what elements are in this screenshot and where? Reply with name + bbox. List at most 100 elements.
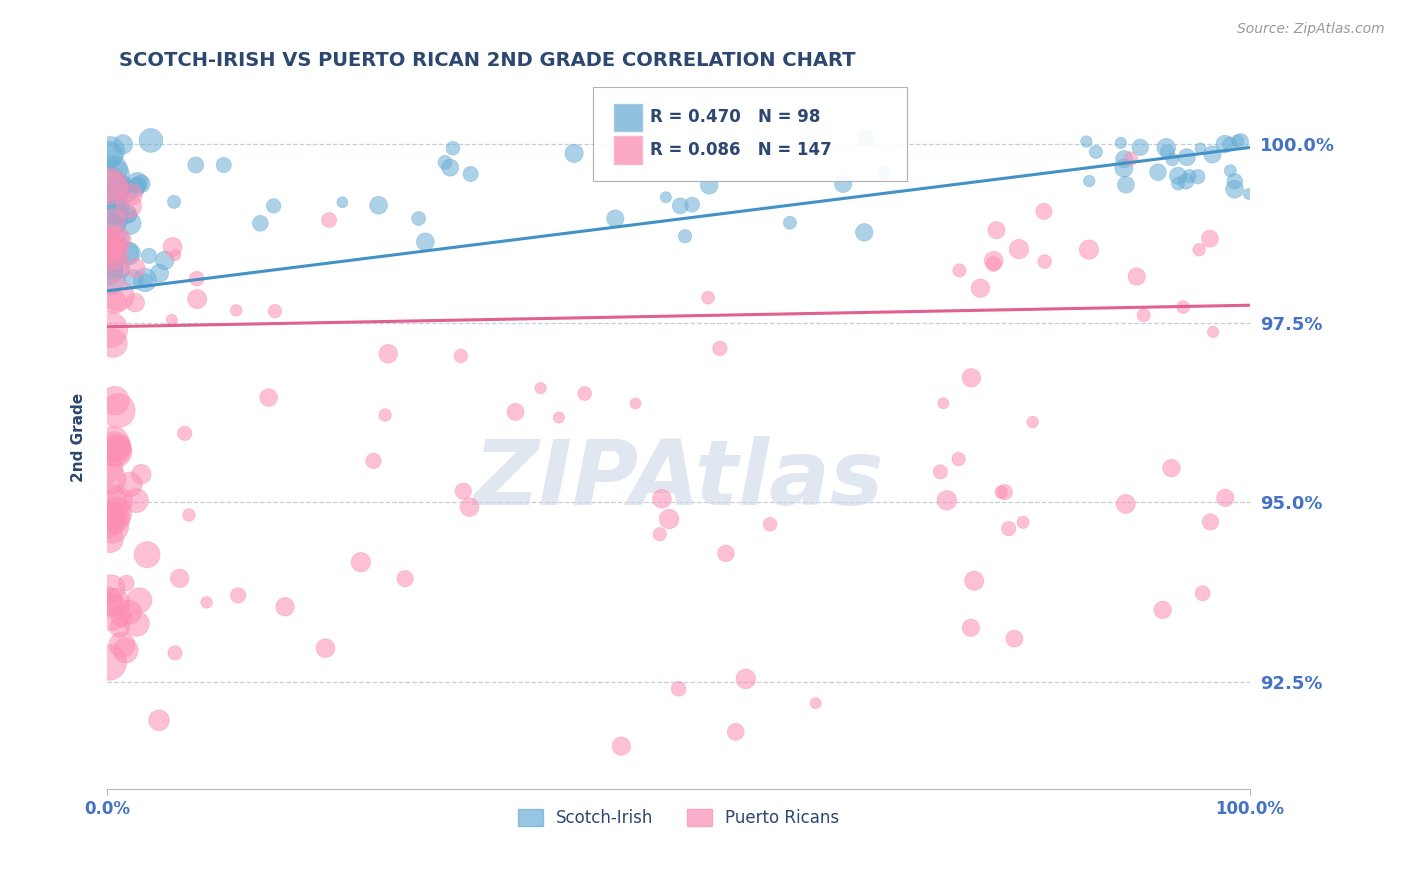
Point [97, 460, 120, 475]
Point [134, 273, 156, 287]
Text: R = 0.086   N = 147: R = 0.086 N = 147 [650, 141, 832, 159]
Point [226, 589, 249, 603]
Point [1219, 136, 1241, 151]
Point [855, 131, 877, 145]
Point [1076, 135, 1098, 149]
Point [212, 158, 235, 172]
Point [1223, 174, 1246, 188]
Point [97, 515, 120, 529]
Point [377, 347, 399, 361]
Point [994, 485, 1017, 500]
Point [853, 225, 876, 239]
Point [1021, 415, 1043, 429]
Point [408, 211, 430, 226]
Point [186, 271, 208, 285]
Point [127, 176, 149, 190]
Point [138, 249, 160, 263]
Text: R = 0.470   N = 98: R = 0.470 N = 98 [650, 109, 820, 127]
Point [125, 616, 148, 631]
Point [1189, 141, 1212, 155]
Point [1188, 243, 1211, 257]
Point [103, 205, 125, 219]
Point [97, 241, 120, 255]
Point [1115, 497, 1137, 511]
Y-axis label: 2nd Grade: 2nd Grade [72, 393, 86, 483]
Point [124, 260, 146, 275]
Point [1167, 177, 1189, 191]
Point [103, 162, 125, 177]
Point [111, 609, 134, 624]
Point [186, 292, 208, 306]
Point [103, 442, 125, 456]
Point [100, 472, 122, 486]
Point [1032, 204, 1054, 219]
Point [96, 595, 118, 609]
Point [1178, 169, 1201, 183]
Point [1229, 135, 1251, 149]
Point [118, 477, 141, 491]
Point [441, 141, 464, 155]
Point [98, 179, 121, 194]
Point [249, 216, 271, 230]
Point [225, 303, 247, 318]
Point [1129, 140, 1152, 154]
Point [97, 235, 120, 250]
FancyBboxPatch shape [613, 103, 643, 132]
Point [118, 246, 141, 260]
Point [997, 522, 1019, 536]
Point [363, 454, 385, 468]
Point [413, 235, 436, 249]
Point [108, 620, 131, 634]
Point [100, 235, 122, 250]
Point [1008, 242, 1031, 256]
Point [960, 621, 983, 635]
Point [104, 506, 127, 520]
Point [332, 195, 354, 210]
Point [101, 260, 124, 274]
Point [105, 444, 128, 458]
Point [122, 272, 145, 286]
Point [98, 175, 121, 189]
Point [529, 381, 551, 395]
Point [1132, 308, 1154, 322]
Point [98, 144, 121, 158]
Point [97, 250, 120, 264]
Point [668, 681, 690, 696]
Point [1154, 141, 1177, 155]
Point [929, 465, 952, 479]
Point [314, 641, 336, 656]
Point [257, 391, 280, 405]
Point [121, 187, 143, 202]
Point [114, 643, 136, 657]
Point [195, 595, 218, 609]
Point [163, 194, 186, 209]
Point [153, 253, 176, 268]
Text: SCOTCH-IRISH VS PUERTO RICAN 2ND GRADE CORRELATION CHART: SCOTCH-IRISH VS PUERTO RICAN 2ND GRADE C… [118, 51, 855, 70]
Point [1078, 174, 1101, 188]
Point [169, 571, 191, 585]
Point [117, 199, 139, 213]
Point [148, 266, 170, 280]
Point [948, 263, 970, 277]
Point [104, 168, 127, 182]
Point [111, 182, 134, 196]
Point [439, 161, 461, 175]
Point [103, 511, 125, 525]
Point [655, 190, 678, 204]
Point [115, 184, 138, 198]
Point [100, 246, 122, 260]
Point [1223, 182, 1246, 196]
Point [986, 223, 1008, 237]
Point [1078, 243, 1101, 257]
Point [100, 605, 122, 619]
Point [104, 295, 127, 310]
Point [624, 396, 647, 410]
Point [610, 739, 633, 754]
Point [1237, 186, 1260, 201]
Point [107, 233, 129, 247]
Point [1112, 161, 1135, 175]
Point [98, 322, 121, 336]
Point [274, 599, 297, 614]
Point [1226, 134, 1249, 148]
Point [963, 574, 986, 588]
